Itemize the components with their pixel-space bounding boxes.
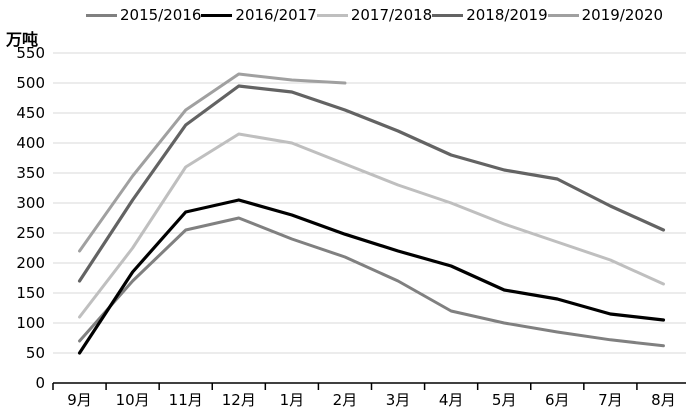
x-tick-label: 7月	[598, 391, 623, 409]
y-tick-label: 200	[16, 254, 45, 272]
legend-item-2015-2016: 2015/2016	[86, 6, 201, 24]
y-tick-label: 450	[16, 104, 45, 122]
legend-line-swatch	[432, 13, 464, 17]
x-tick-label: 8月	[651, 391, 676, 409]
legend-line-swatch	[316, 13, 348, 17]
y-tick-label: 550	[16, 44, 45, 62]
x-tick-label: 11月	[169, 391, 203, 409]
legend-item-2018-2019: 2018/2019	[432, 6, 548, 24]
chart-line-2019-2020	[78, 72, 347, 253]
y-tick-label: 50	[26, 344, 45, 362]
x-tick-label: 1月	[280, 391, 305, 409]
legend-line-swatch	[547, 13, 579, 17]
legend-label: 2016/2017	[235, 6, 317, 24]
legend-label: 2018/2019	[466, 6, 548, 24]
y-axis-unit-label: 万吨	[6, 30, 39, 49]
y-tick-label: 250	[16, 224, 45, 242]
x-tick-label: 6月	[545, 391, 570, 409]
y-tick-label: 100	[16, 314, 45, 332]
x-tick-label: 5月	[492, 391, 517, 409]
y-tick-label: 400	[16, 134, 45, 152]
chart-line-2016-2017	[77, 198, 666, 355]
x-tick-label: 4月	[439, 391, 464, 409]
chart-line-2017-2018	[78, 132, 665, 319]
x-tick-label: 3月	[386, 391, 411, 409]
chart-line-2018-2019	[77, 84, 666, 283]
legend-line-swatch	[86, 13, 117, 17]
y-tick-label: 150	[16, 284, 45, 302]
x-tick-label: 9月	[67, 391, 92, 409]
chart-legend: 2015/2016 2016/2017 2017/2018 2018/2019 2019…	[86, 6, 663, 24]
x-tick-label: 12月	[222, 391, 256, 409]
legend-label: 2017/2018	[350, 6, 433, 24]
y-tick-label: 500	[16, 74, 45, 92]
legend-item-2017-2018: 2017/2018	[316, 6, 433, 24]
y-tick-label: 0	[35, 374, 45, 392]
legend-line-swatch	[201, 13, 233, 17]
legend-label: 2019/2020	[581, 6, 664, 24]
legend-item-2016-2017: 2016/2017	[201, 6, 317, 24]
y-tick-label: 350	[16, 164, 45, 182]
y-tick-label: 300	[16, 194, 45, 212]
x-tick-label: 2月	[333, 391, 358, 409]
legend-item-2019-2020: 2019/2020	[547, 6, 664, 24]
chart-line-2015-2016	[78, 216, 665, 348]
legend-label: 2015/2016	[120, 6, 202, 24]
x-tick-label: 10月	[116, 391, 150, 409]
